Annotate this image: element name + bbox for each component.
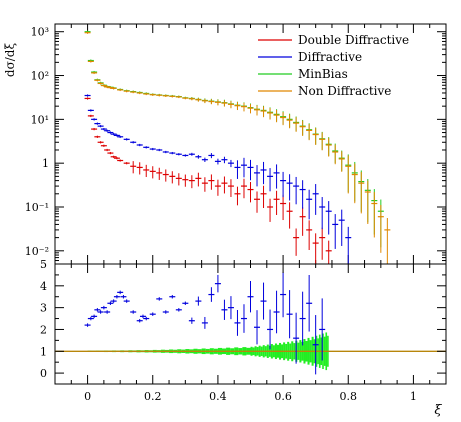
main-y-tick-label: 10⁻¹ bbox=[25, 201, 49, 214]
legend: Double Diffractive Diffractive MinBias Non … bbox=[258, 33, 409, 98]
legend-label: MinBias bbox=[298, 67, 348, 81]
legend-label: Diffractive bbox=[298, 50, 362, 64]
ratio-y-axis: 0 1 2 3 4 5 bbox=[40, 258, 446, 380]
main-panel: 10⁻² 10⁻¹ 1 10¹ 10² 10³ dσ/dξ Double Diffract… bbox=[3, 23, 447, 265]
ratio-panel: 0 1 2 3 4 5 0 0.2 0.4 0.6 0.8 1 ξ bbox=[40, 258, 447, 418]
ratio-x-tick-label: 0 bbox=[84, 390, 91, 403]
x-axis-label: ξ bbox=[434, 403, 442, 418]
ratio-y-tick-label: 2 bbox=[40, 323, 47, 336]
main-x-ticks bbox=[54, 24, 447, 264]
ratio-x-axis: 0 0.2 0.4 0.6 0.8 1 bbox=[54, 264, 447, 403]
y-axis-label: dσ/dξ bbox=[3, 43, 17, 78]
ratio-y-tick-label: 5 bbox=[40, 258, 47, 271]
main-y-axis: 10⁻² 10⁻¹ 1 10¹ 10² 10³ bbox=[25, 26, 446, 262]
main-y-tick-label: 10¹ bbox=[31, 113, 49, 126]
ratio-series-layer bbox=[84, 271, 326, 375]
main-series-layer bbox=[84, 30, 391, 264]
ratio-y-tick-label: 0 bbox=[40, 367, 47, 380]
main-y-tick-label: 10⁻² bbox=[25, 245, 49, 258]
legend-label: Double Diffractive bbox=[298, 33, 409, 47]
ratio-x-tick-label: 0.6 bbox=[274, 390, 292, 403]
ratio-x-tick-label: 0.4 bbox=[209, 390, 227, 403]
ratio-y-tick-label: 3 bbox=[40, 302, 47, 315]
ratio-x-tick-label: 1 bbox=[410, 390, 417, 403]
ratio-y-tick-label: 1 bbox=[40, 345, 47, 358]
main-y-tick-label: 10² bbox=[31, 70, 49, 83]
main-y-tick-label: 1 bbox=[42, 157, 49, 170]
main-y-tick-label: 10³ bbox=[31, 26, 49, 39]
legend-label: Non Diffractive bbox=[298, 84, 391, 98]
ratio-x-tick-label: 0.2 bbox=[144, 390, 162, 403]
ratio-y-tick-label: 4 bbox=[40, 280, 47, 293]
ratio-x-tick-label: 0.8 bbox=[340, 390, 358, 403]
